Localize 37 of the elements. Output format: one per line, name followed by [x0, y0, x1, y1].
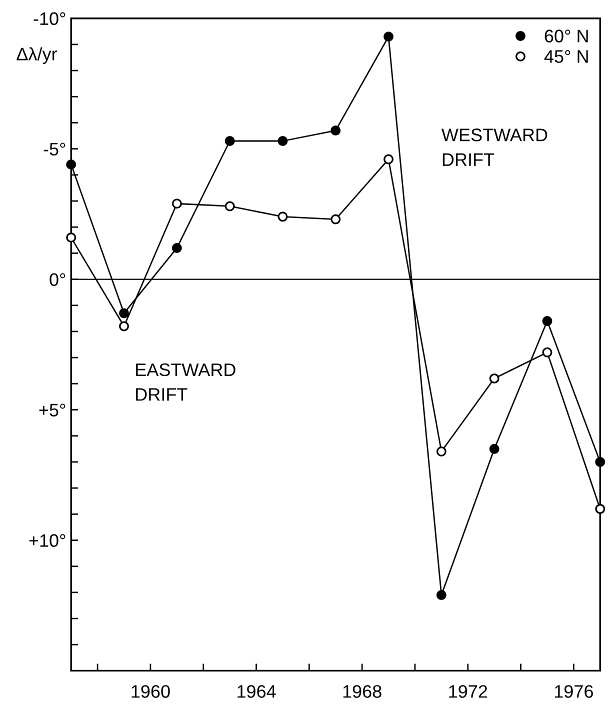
annotation: EASTWARD DRIFT — [136, 363, 236, 401]
x-tick-label: 1972 — [449, 685, 488, 698]
point — [489, 444, 500, 454]
point — [66, 232, 76, 243]
point — [119, 321, 130, 332]
point — [489, 373, 500, 384]
point — [119, 308, 130, 318]
x-tick-label: 1960 — [132, 685, 170, 698]
point — [224, 136, 235, 146]
point — [436, 446, 446, 457]
point — [278, 212, 288, 222]
point — [436, 590, 446, 600]
point — [384, 32, 394, 42]
point — [595, 504, 606, 514]
point — [542, 347, 552, 358]
legend-label: 45° N — [544, 50, 588, 63]
point — [172, 198, 182, 209]
point — [595, 456, 606, 467]
y-tick-label: +5° — [39, 404, 66, 416]
y-tick-label: -10° — [34, 12, 66, 26]
x-tick-label: 1968 — [343, 685, 382, 698]
y-tick-label: 0° — [50, 273, 66, 286]
point — [384, 154, 394, 164]
point — [330, 126, 341, 136]
point — [66, 159, 76, 170]
point — [278, 136, 288, 146]
point — [172, 242, 182, 253]
annotation: WESTWARD DRIFT — [442, 128, 548, 166]
legend-label: 60° N — [544, 30, 588, 42]
point — [542, 316, 552, 326]
y-axis-title: Δλ/yr — [16, 47, 57, 64]
point — [330, 214, 341, 224]
y-tick-label: +10° — [29, 534, 66, 547]
point — [224, 201, 235, 212]
y-tick-label: -5° — [44, 142, 66, 156]
x-tick-label: 1964 — [238, 685, 276, 698]
x-tick-label: 1976 — [554, 685, 593, 698]
